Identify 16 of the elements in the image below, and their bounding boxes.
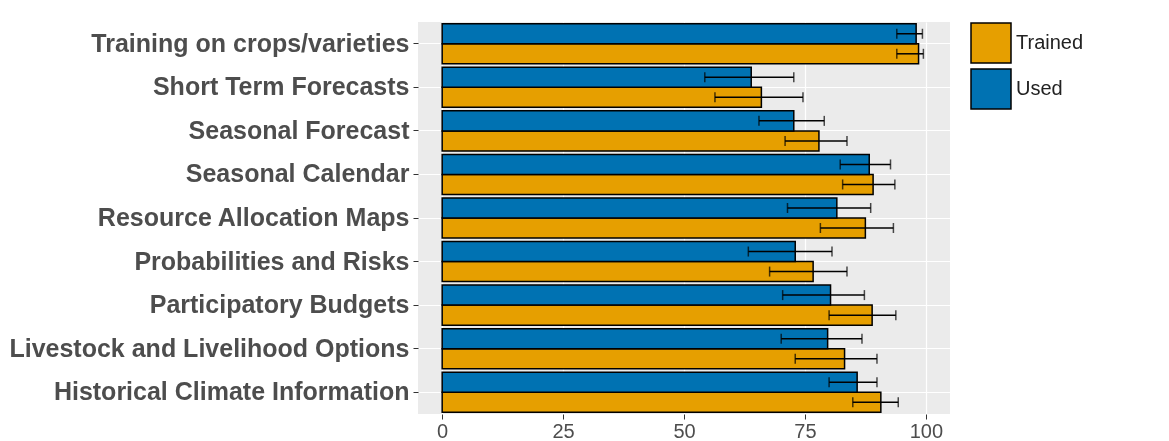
y-tick-label: Resource Allocation Maps (97, 203, 410, 231)
y-tick-label: Historical Climate Information (53, 377, 410, 406)
y-tick-label: Seasonal Calendar (185, 159, 410, 188)
x-tick-label: 0 (437, 419, 449, 441)
y-tick-label: Seasonal Forecast (188, 115, 411, 144)
x-tick-label: 100 (909, 419, 944, 441)
y-tick-label: Short Term Forecasts (152, 72, 410, 101)
y-tick-label: Probabilities and Risks (134, 246, 410, 275)
y-tick-label: Participatory Budgets (149, 290, 410, 319)
x-tick-label: 25 (552, 419, 575, 441)
y-tick-label: Training on crops/varieties (91, 28, 410, 57)
y-tick-label: Livestock and Livelihood Options (9, 333, 410, 362)
x-tick-label: 50 (673, 419, 696, 441)
x-tick-label: 75 (794, 419, 817, 441)
legend-label: Used (1016, 77, 1063, 99)
legend-label: Trained (1016, 31, 1084, 53)
